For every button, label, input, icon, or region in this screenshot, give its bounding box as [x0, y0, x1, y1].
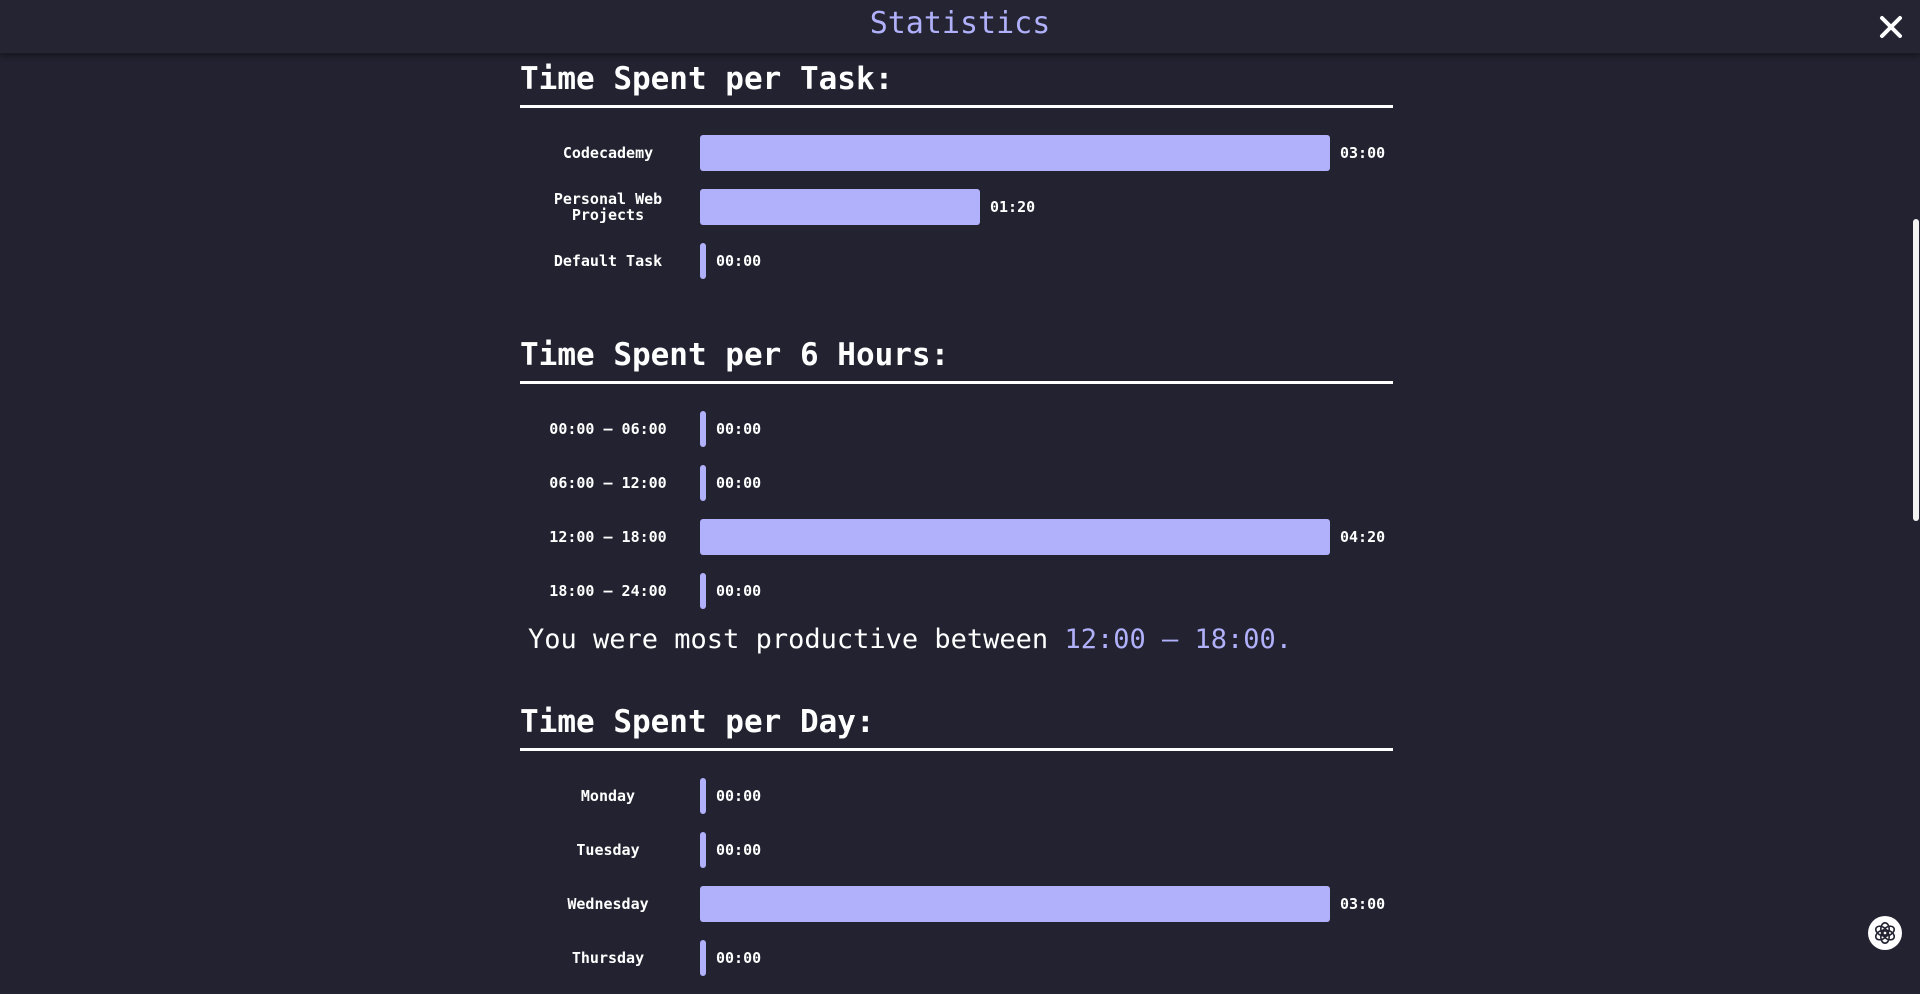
row-label: Wednesday — [520, 886, 696, 922]
summary-highlight: 12:00 – 18:00. — [1064, 624, 1292, 655]
day-row: Monday 00:00 — [520, 778, 1393, 832]
bar-list: Codecademy 03:00 Personal Web Projects 0… — [520, 135, 1393, 297]
scrollbar[interactable] — [1912, 53, 1920, 968]
section-title: Time Spent per 6 Hours: — [520, 337, 1393, 373]
bar-value: 01:20 — [990, 189, 1035, 225]
section-divider — [520, 381, 1393, 384]
bar-value: 00:00 — [716, 243, 761, 279]
bar — [700, 886, 1330, 922]
day-row: Tuesday 00:00 — [520, 832, 1393, 886]
header-bar: Statistics — [0, 0, 1920, 53]
row-label: Monday — [520, 778, 696, 814]
row-label: 00:00 – 06:00 — [520, 411, 696, 447]
row-label: 06:00 – 12:00 — [520, 465, 696, 501]
bar — [700, 778, 706, 814]
page-title: Statistics — [0, 6, 1920, 41]
assistant-button[interactable] — [1868, 916, 1902, 950]
row-label: Default Task — [520, 243, 696, 279]
assistant-icon — [1872, 920, 1898, 946]
bar-value: 03:00 — [1340, 886, 1385, 922]
section-title: Time Spent per Day: — [520, 704, 1393, 740]
bar-value: 00:00 — [716, 465, 761, 501]
close-icon — [1876, 12, 1906, 42]
row-label: Tuesday — [520, 832, 696, 868]
time-range-row: 00:00 – 06:00 00:00 — [520, 411, 1393, 465]
day-row: Wednesday 03:00 — [520, 886, 1393, 940]
row-label: 12:00 – 18:00 — [520, 519, 696, 555]
time-range-row: 12:00 – 18:00 04:20 — [520, 519, 1393, 573]
section-task: Time Spent per Task: Codecademy 03:00 Pe… — [520, 61, 1393, 297]
section-divider — [520, 748, 1393, 751]
bar — [700, 573, 706, 609]
bar — [700, 411, 706, 447]
row-label: 18:00 – 24:00 — [520, 573, 696, 609]
bar-value: 04:20 — [1340, 519, 1385, 555]
section-title: Time Spent per Task: — [520, 61, 1393, 97]
bar — [700, 519, 1330, 555]
task-row: Default Task 00:00 — [520, 243, 1393, 297]
bar — [700, 465, 706, 501]
bar — [700, 189, 980, 225]
bar — [700, 832, 706, 868]
task-row: Codecademy 03:00 — [520, 135, 1393, 189]
bar-value: 00:00 — [716, 778, 761, 814]
bar-value: 00:00 — [716, 573, 761, 609]
day-row: Thursday 00:00 — [520, 940, 1393, 994]
bar — [700, 243, 706, 279]
row-label: Thursday — [520, 940, 696, 976]
task-row: Personal Web Projects 01:20 — [520, 189, 1393, 243]
summary-text: You were most productive between — [528, 624, 1064, 655]
bar-value: 00:00 — [716, 940, 761, 976]
bar-list: 00:00 – 06:00 00:00 06:00 – 12:00 00:00 … — [520, 411, 1393, 609]
bar-value: 00:00 — [716, 411, 761, 447]
bar-value: 00:00 — [716, 832, 761, 868]
time-range-row: 06:00 – 12:00 00:00 — [520, 465, 1393, 519]
row-label: Personal Web Projects — [520, 189, 696, 225]
productivity-summary: You were most productive between 12:00 –… — [528, 623, 1393, 657]
row-label: Codecademy — [520, 135, 696, 171]
time-range-row: 18:00 – 24:00 00:00 — [520, 573, 1393, 609]
bar-list: Monday 00:00 Tuesday 00:00 Wednesday 03:… — [520, 778, 1393, 994]
bar — [700, 135, 1330, 171]
close-button[interactable] — [1876, 12, 1906, 42]
section-day: Time Spent per Day: Monday 00:00 Tuesday… — [520, 704, 1393, 994]
scrollbar-thumb[interactable] — [1913, 219, 1919, 521]
bar-value: 03:00 — [1340, 135, 1385, 171]
section-six-hours: Time Spent per 6 Hours: 00:00 – 06:00 00… — [520, 337, 1393, 657]
section-divider — [520, 105, 1393, 108]
bar — [700, 940, 706, 976]
